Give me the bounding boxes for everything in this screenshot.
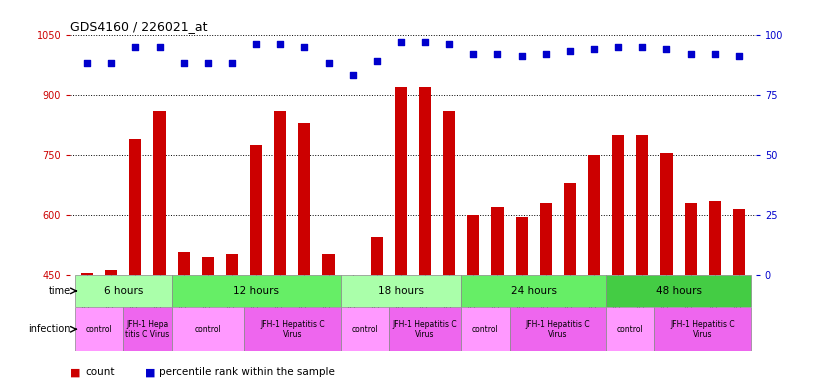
Point	[515, 53, 529, 59]
Bar	[202, 257, 214, 275]
Bar	[340, 307, 389, 351]
Text: infection: infection	[28, 324, 71, 334]
Point	[153, 43, 166, 50]
Point	[539, 51, 553, 57]
Point	[587, 46, 601, 52]
Bar	[75, 307, 123, 351]
Point	[346, 72, 359, 78]
Bar	[75, 275, 172, 307]
Bar	[461, 275, 606, 307]
Bar	[322, 254, 335, 275]
Bar	[468, 215, 479, 275]
Point	[225, 60, 239, 66]
Bar	[244, 307, 340, 351]
Point	[491, 51, 504, 57]
Bar	[105, 270, 117, 275]
Bar	[298, 122, 311, 275]
Text: JFH-1 Hepatitis C
Virus: JFH-1 Hepatitis C Virus	[525, 319, 590, 339]
Text: 18 hours: 18 hours	[378, 286, 424, 296]
Text: JFH-1 Hepatitis C
Virus: JFH-1 Hepatitis C Virus	[671, 319, 735, 339]
Point	[636, 43, 649, 50]
Point	[733, 53, 746, 59]
Point	[322, 60, 335, 66]
Text: JFH-1 Hepatitis C
Virus: JFH-1 Hepatitis C Virus	[392, 319, 458, 339]
Point	[370, 58, 383, 64]
Text: ■: ■	[70, 367, 81, 377]
Bar	[340, 275, 461, 307]
Point	[273, 41, 287, 47]
Bar	[395, 86, 407, 275]
Text: GDS4160 / 226021_at: GDS4160 / 226021_at	[70, 20, 207, 33]
Bar	[491, 207, 504, 275]
Point	[80, 60, 93, 66]
Bar	[461, 307, 510, 351]
Text: ■: ■	[145, 367, 155, 377]
Point	[129, 43, 142, 50]
Bar	[172, 307, 244, 351]
Point	[297, 43, 311, 50]
Bar	[419, 87, 431, 275]
Point	[467, 51, 480, 57]
Bar	[661, 152, 672, 275]
Text: time: time	[49, 286, 71, 296]
Point	[249, 41, 263, 47]
Text: JFH-1 Hepa
titis C Virus: JFH-1 Hepa titis C Virus	[126, 319, 169, 339]
Bar	[588, 155, 600, 275]
Point	[563, 48, 577, 55]
Bar	[130, 139, 141, 275]
Point	[202, 60, 215, 66]
Bar	[539, 203, 552, 275]
Bar	[733, 209, 745, 275]
Text: control: control	[472, 325, 499, 334]
Point	[177, 60, 190, 66]
Bar	[654, 307, 751, 351]
Text: 48 hours: 48 hours	[656, 286, 701, 296]
Bar	[612, 134, 624, 275]
Bar	[515, 217, 528, 275]
Text: percentile rank within the sample: percentile rank within the sample	[159, 367, 335, 377]
Text: control: control	[617, 325, 643, 334]
Text: 24 hours: 24 hours	[510, 286, 557, 296]
Text: control: control	[86, 325, 112, 334]
Text: control: control	[351, 325, 378, 334]
Point	[394, 39, 407, 45]
Bar	[154, 111, 165, 275]
Bar	[606, 275, 751, 307]
Point	[611, 43, 624, 50]
Bar	[274, 111, 287, 275]
Bar	[606, 307, 654, 351]
Bar	[371, 237, 382, 275]
Bar	[123, 307, 172, 351]
Bar	[226, 254, 238, 275]
Bar	[250, 146, 262, 275]
Point	[105, 60, 118, 66]
Point	[660, 46, 673, 52]
Bar	[564, 182, 576, 275]
Point	[708, 51, 721, 57]
Point	[684, 51, 697, 57]
Bar	[178, 252, 190, 275]
Text: control: control	[194, 325, 221, 334]
Bar	[444, 111, 455, 275]
Bar	[81, 273, 93, 275]
Bar	[709, 200, 721, 275]
Point	[443, 41, 456, 47]
Bar	[389, 307, 461, 351]
Text: count: count	[85, 367, 115, 377]
Text: JFH-1 Hepatitis C
Virus: JFH-1 Hepatitis C Virus	[260, 319, 325, 339]
Bar	[685, 203, 696, 275]
Bar	[636, 134, 648, 275]
Bar	[510, 307, 606, 351]
Text: 12 hours: 12 hours	[233, 286, 279, 296]
Point	[419, 39, 432, 45]
Text: 6 hours: 6 hours	[103, 286, 143, 296]
Bar	[172, 275, 340, 307]
